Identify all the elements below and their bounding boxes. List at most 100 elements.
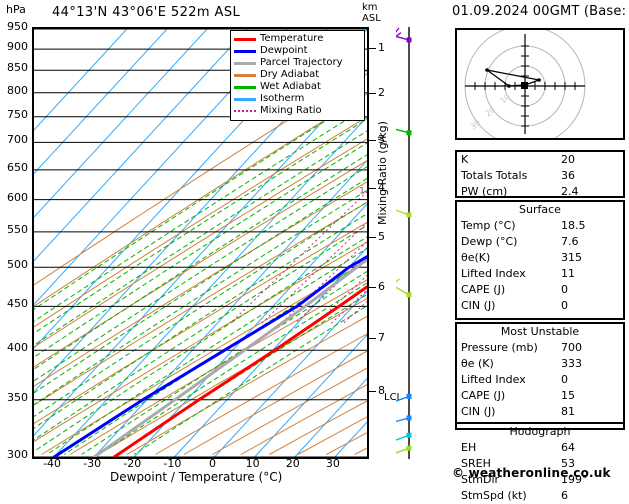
legend-swatch [234,49,256,53]
row-value: 20 [561,153,575,166]
height-tick-3: 3 [378,132,385,146]
legend-label: Parcel Trajectory [260,57,343,68]
legend-label: Dry Adiabat [260,69,320,80]
pressure-tick-300: 300 [7,448,28,461]
wet-adiabat-60 [133,305,367,455]
pressure-tick-700: 700 [7,133,28,147]
wet-adiabat-15 [34,201,367,417]
isotherm--120 [34,29,128,131]
row-label: SREH [461,457,491,470]
table-row: Lifted Index 0 [457,372,623,388]
parcel-trajectory-curve [92,257,367,457]
ring-label-20: 20 [484,105,498,118]
row-label: K [461,153,469,166]
table-row: Temp (°C) 18.5 [457,218,623,234]
pressure-tick-650: 650 [7,160,28,174]
wet-adiabat-lines [34,94,367,455]
row-label: StmSpd (kt) [461,489,527,502]
hodograph-ring-labels: 10 20 30 [469,92,513,131]
legend-label: Isotherm [260,93,305,104]
dry-adiabat--10 [34,138,367,348]
surface-table-title: Surface [519,203,561,216]
sounding-page: hPa 44°13'N 43°06'E 522m ASL km ASL 01.0… [6,2,629,502]
height-unit-line1: km [362,2,378,13]
isotherm--90 [34,29,248,262]
height-tick-mark-3 [369,139,376,141]
dry-adiabat-60 [69,279,367,455]
legend-item-temperature: Temperature [234,33,362,45]
legend-label: Mixing Ratio [260,105,322,116]
storm-motion-marker [521,82,528,89]
legend-label: Temperature [260,33,324,44]
legend-swatch [234,97,256,101]
datetime-label: 01.09.2024 00GMT (Base: 06) [452,4,629,19]
table-row: StmSpd (kt) 6 [457,488,623,504]
row-label: θe (K) [461,357,494,370]
table-row: EH 64 [457,440,623,456]
hodograph-table-title: Hodograph [457,422,623,440]
row-label: StmDir [461,473,500,486]
legend-item-parcel-trajectory: Parcel Trajectory [234,57,362,69]
row-value: 18.5 [561,219,586,232]
height-tick-mark-8 [369,391,376,393]
wet-adiabat-50 [98,282,367,455]
height-tick-mark-2 [369,93,376,95]
pressure-tick-400: 400 [7,341,28,355]
legend-swatch [234,37,256,41]
pressure-tick-550: 550 [7,222,28,236]
row-value: 0 [561,299,568,312]
height-tick-mark-1 [369,47,376,49]
pressure-tick-500: 500 [7,258,28,272]
row-label: Lifted Index [461,267,526,280]
row-value: 315 [561,251,582,264]
ring-label-10: 10 [499,92,513,105]
dewpoint-line [52,255,367,457]
height-tick-4: 4 [378,180,385,194]
wind-barb-column [389,26,448,459]
dry-adiabat--30 [34,93,367,307]
table-row: SREH 53 [457,456,623,472]
pressure-tick-850: 850 [7,61,28,75]
wet-adiabat-20 [34,213,367,429]
table-row: CAPE (J) 0 [457,282,623,298]
pressure-unit-label: hPa [6,3,26,16]
ring-label-30: 30 [469,118,483,131]
table-row: Lifted Index 11 [457,266,623,282]
temperature-tick-10: 10 [245,457,260,470]
height-tick-1: 1 [378,40,385,54]
height-tick-mark-4 [369,187,376,189]
mixing-ratio-label-1: 1 [359,187,365,197]
wet-adiabat--30 [34,94,367,310]
mixing-ratio-1 [229,191,367,324]
hodograph-panel: 10 20 30 kt [455,25,625,147]
dry-adiabat-90 [155,333,367,455]
dry-adiabat-30 [34,221,367,425]
legend-swatch [234,85,256,89]
pressure-tick-950: 950 [7,20,28,33]
wet-adiabat--10 [34,142,367,358]
height-tick-5: 5 [378,229,385,243]
temperature-curve [112,285,367,457]
isotherm--80 [34,29,288,306]
legend-item-dry-adiabat: Dry Adiabat [234,69,362,81]
copyright-label: © weatheronline.co.uk [452,466,611,480]
wet-adiabat--5 [34,154,367,370]
hodograph-canvas: 10 20 30 [464,25,586,147]
dry-adiabat-50 [41,260,367,455]
isotherm--100 [34,29,208,218]
row-label: Temp (°C) [461,219,516,232]
legend-item-dewpoint: Dewpoint [234,45,362,57]
station-coordinates-label: 44°13'N 43°06'E 522m ASL [52,5,241,20]
table-row: CAPE (J) 15 [457,388,623,404]
row-label: CIN (J) [461,405,496,418]
legend-label: Dewpoint [260,45,308,56]
row-value: 0 [561,283,568,296]
dry-adiabat-10 [34,181,367,387]
row-label: CAPE (J) [461,389,506,402]
row-label: CAPE (J) [461,283,506,296]
row-value: 7.6 [561,235,579,248]
lcl-label: LCL [384,392,403,403]
skewt-canvas: 12346810152025 [34,29,367,457]
row-label: PW (cm) [461,185,508,198]
wind-barb-canvas [389,26,412,459]
